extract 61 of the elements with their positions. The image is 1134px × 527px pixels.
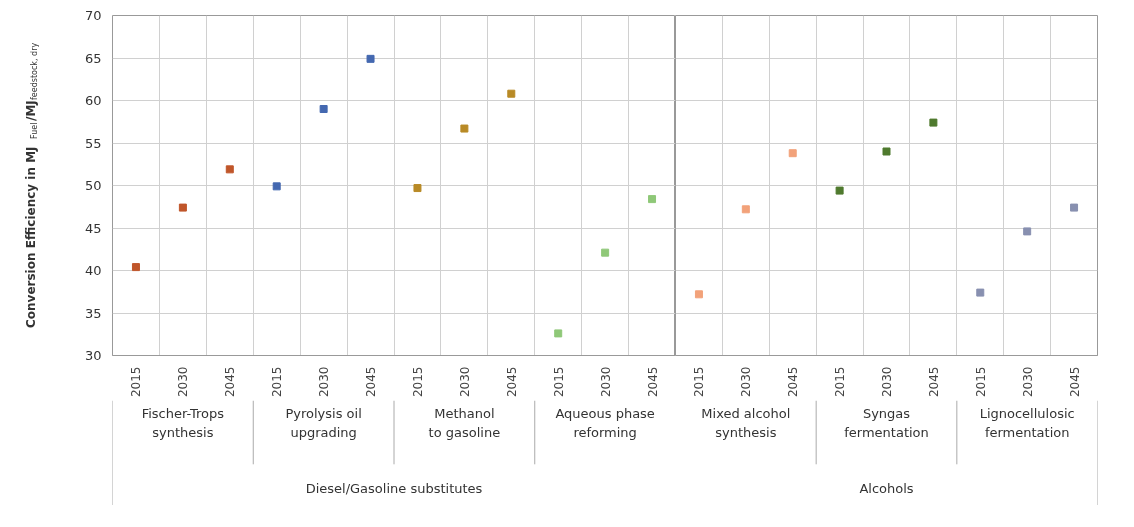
text: Pyrolysis oil upgrading [285, 406, 362, 440]
point [1070, 203, 1079, 212]
text: Aqueous phase reforming [555, 406, 655, 440]
x-tick-label: 2030 [598, 366, 613, 398]
y-tick-label: 70 [84, 8, 102, 23]
text: Mixed alcohol synthesis [701, 406, 791, 440]
point [507, 89, 516, 98]
point [741, 205, 750, 214]
x-tick-label: 2015 [833, 366, 848, 398]
y-tick-label: 30 [84, 348, 102, 363]
x-tick-label: 2045 [786, 366, 801, 398]
y-tick-label: 45 [84, 220, 102, 236]
y-tick-label: 40 [84, 263, 102, 278]
x-tick-label: 2030 [739, 366, 754, 398]
point [788, 149, 797, 158]
x-tick-label: 2030 [1020, 366, 1035, 398]
text: Methanol to gasoline [428, 406, 501, 440]
x-tick-label: 2015 [270, 366, 285, 398]
x-tick-label: 2045 [504, 366, 519, 398]
y-tick-label: 65 [84, 50, 102, 66]
x-tick-label: 2015 [973, 366, 988, 398]
x-axis-title: Alcohols [859, 481, 914, 496]
point [319, 105, 328, 113]
x-tick-label: 2015 [410, 366, 425, 398]
y-tick-label: 35 [84, 305, 102, 321]
x-tick-label: 2045 [926, 366, 941, 398]
x-axis-title: Diesel/Gasoline substitutes [305, 481, 483, 496]
point [694, 290, 703, 299]
point [366, 54, 375, 63]
point [131, 263, 140, 272]
x-tick-label: 2030 [880, 366, 894, 398]
point [413, 184, 422, 193]
x-tick-label: 2030 [176, 366, 191, 398]
x-tick-label: 2015 [692, 366, 707, 398]
point [225, 165, 234, 174]
text: Syngas fermentation [844, 406, 929, 440]
point [601, 248, 610, 257]
y-axis-title: Conversion Efficiency in MJFuel/MJfeedstock, dry [23, 42, 39, 328]
point [554, 329, 563, 338]
point [272, 182, 281, 191]
x-tick-label: 2045 [645, 366, 660, 398]
point [1023, 227, 1032, 236]
y-tick-label: 60 [84, 93, 102, 108]
x-tick-label: 2015 [551, 366, 566, 398]
point [882, 147, 891, 156]
text: Lignocellulosic fermentation [979, 406, 1075, 440]
point [976, 288, 985, 297]
x-tick-label: 2030 [457, 366, 472, 398]
text: Fischer-Trops synthesis [141, 406, 225, 440]
point [178, 203, 187, 212]
point [929, 118, 938, 127]
x-tick-label: 2045 [223, 366, 238, 398]
x-tick-label: 2015 [129, 366, 144, 398]
x-tick-label: 2045 [1067, 366, 1082, 398]
point [648, 195, 657, 204]
x-tick-label: 2045 [364, 366, 379, 398]
y-tick-label: 50 [84, 178, 102, 193]
y-tick-label: 55 [84, 135, 102, 151]
point [460, 124, 469, 133]
x-tick-label: 2030 [317, 366, 332, 398]
point [835, 186, 844, 195]
